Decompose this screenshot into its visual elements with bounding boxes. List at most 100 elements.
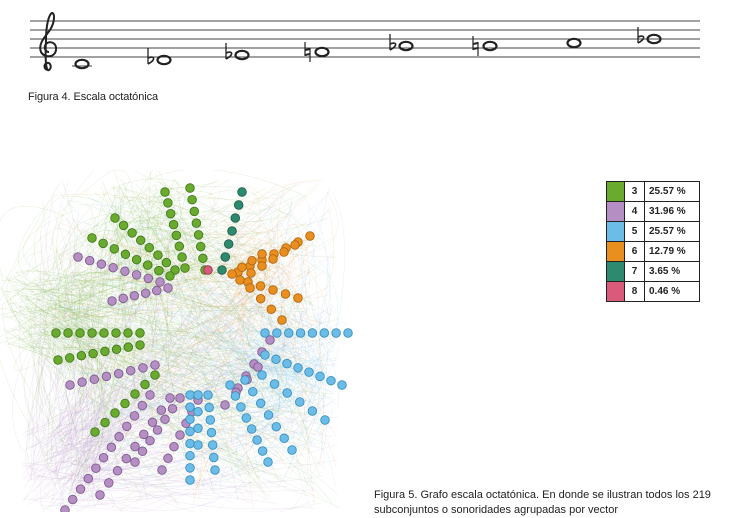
graph-node: [245, 283, 255, 293]
graph-node: [230, 391, 241, 401]
graph-node: [130, 441, 140, 452]
graph-node: [236, 402, 246, 412]
graph-node: [160, 187, 170, 197]
graph-node: [64, 353, 75, 363]
cardinality-legend: 3 25.57 % 4 31.96 % 5 25.57 % 6 12.79 % 7 3.65 % 8…: [606, 181, 700, 302]
graph-node: [154, 265, 164, 276]
graph-node: [257, 446, 268, 456]
graph-node: [98, 452, 109, 463]
legend-percent: 25.57 %: [644, 221, 700, 242]
graph-node: [108, 262, 118, 273]
graph-node: [331, 328, 341, 338]
graph-node: [113, 368, 124, 379]
graph-node: [255, 281, 266, 291]
graph-node: [307, 406, 318, 416]
graph-node: [67, 494, 78, 505]
graph-node: [233, 200, 244, 210]
graph-node: [53, 355, 63, 365]
graph-node: [87, 328, 97, 338]
graph-node: [145, 435, 155, 446]
graph-node: [227, 269, 237, 279]
graph-node: [315, 371, 325, 382]
graph-node: [283, 328, 294, 338]
graph-node: [110, 213, 120, 223]
graph-node: [193, 423, 203, 434]
graph-node: [155, 277, 165, 287]
staff-lines: [30, 20, 700, 58]
graph-node: [247, 255, 257, 266]
graph-node: [129, 291, 140, 301]
graph-node: [290, 240, 300, 250]
graph-node: [111, 328, 121, 338]
graph-node: [51, 328, 61, 338]
graph-node: [135, 235, 146, 246]
graph-node: [177, 252, 187, 262]
graph-node: [193, 390, 203, 400]
graph-node: [263, 457, 273, 467]
graph-node: [127, 228, 137, 238]
graph-nodes: [51, 183, 353, 512]
legend-percent: 12.79 %: [644, 241, 700, 262]
graph-node: [227, 226, 237, 236]
whole-note: [304, 42, 330, 62]
graph-node: [169, 441, 179, 452]
graph-node: [280, 289, 291, 299]
graph-node: [185, 390, 195, 400]
graph-node: [225, 380, 235, 390]
graph-node: [170, 265, 180, 275]
graph-node: [237, 187, 247, 197]
graph-node: [257, 370, 267, 380]
treble-clef: [39, 11, 58, 72]
legend-cardinality: 6: [624, 241, 645, 262]
graph-node: [165, 208, 176, 219]
graph-node: [255, 398, 266, 409]
legend-cardinality: 7: [624, 261, 645, 282]
legend-row: 4 31.96 %: [606, 201, 700, 222]
legend-cardinality: 8: [624, 281, 645, 302]
graph-node: [271, 421, 282, 432]
graph-node: [269, 379, 280, 389]
graph-node: [263, 410, 274, 420]
graph-node: [185, 475, 195, 485]
graph-node: [143, 273, 154, 284]
graph-node: [175, 430, 185, 440]
graph-node: [161, 257, 172, 268]
graph-node: [171, 230, 182, 241]
graph-node: [268, 254, 278, 264]
graph-node: [139, 429, 149, 440]
graph-node: [295, 328, 306, 338]
legend-percent: 25.57 %: [644, 181, 700, 202]
graph-node: [260, 350, 270, 360]
graph-node: [174, 241, 185, 252]
graph-node: [326, 375, 336, 386]
graph-node: [268, 285, 278, 295]
graph-node: [83, 473, 93, 484]
graph-node: [203, 265, 213, 275]
graph-node: [100, 346, 110, 357]
graph-node: [98, 238, 108, 249]
graph-node: [88, 348, 98, 359]
graph-node: [120, 266, 130, 277]
graph-node: [130, 389, 140, 399]
graph-node: [185, 183, 195, 193]
graph-node: [138, 363, 148, 373]
graph-node: [193, 230, 204, 240]
legend-swatch: [606, 281, 625, 302]
legend-percent: 31.96 %: [644, 201, 700, 222]
graph-node: [135, 340, 145, 350]
graph-node: [140, 288, 151, 298]
graph-node: [305, 231, 315, 241]
figure-4-caption: Figura 4. Escala octatónica: [28, 91, 158, 103]
graph-node: [175, 393, 185, 403]
graph-node: [185, 463, 195, 473]
legend-swatch: [606, 221, 625, 242]
flat-icon: [637, 27, 645, 44]
legend-percent: 0.46 %: [644, 281, 700, 302]
graph-node: [253, 362, 263, 372]
whole-note: [566, 37, 582, 49]
graph-node: [135, 328, 145, 338]
graph-node: [248, 386, 258, 397]
whole-note: [225, 43, 250, 61]
graph-node: [257, 249, 267, 259]
figure-5-caption: Figura 5. Grafo escala octatónica. En do…: [374, 489, 711, 516]
